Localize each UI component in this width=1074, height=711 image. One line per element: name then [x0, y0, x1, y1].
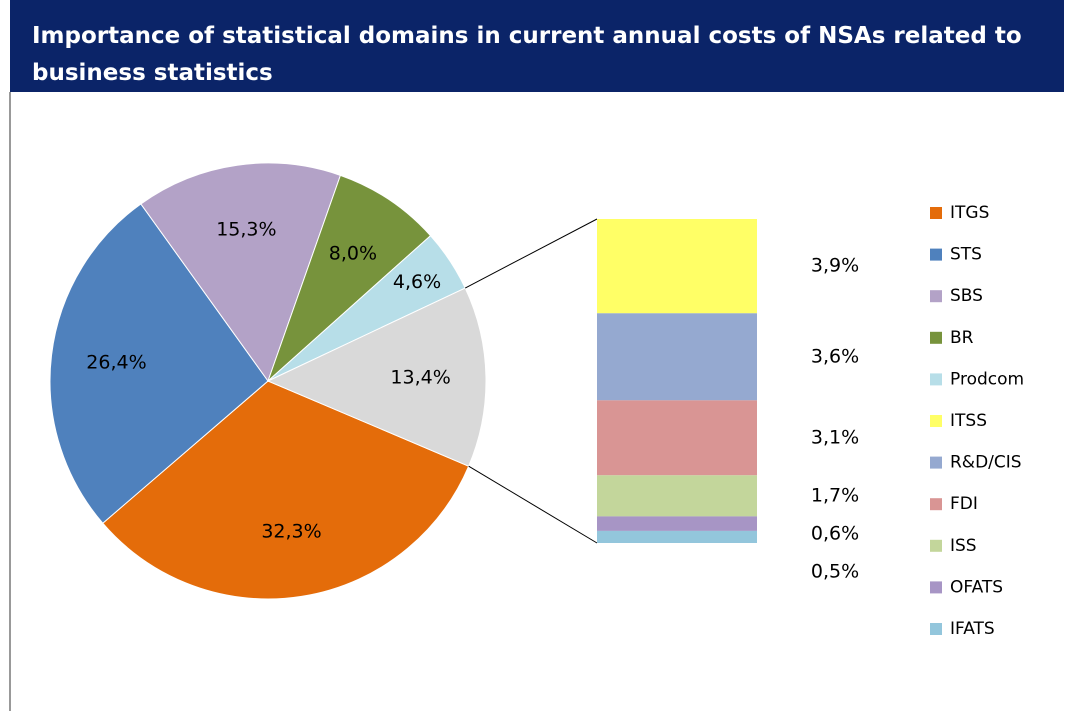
- legend-label: STS: [950, 245, 982, 265]
- slice-label: 8,0%: [329, 243, 377, 265]
- legend-label: OFATS: [950, 577, 1003, 597]
- legend-label: FDI: [950, 494, 978, 514]
- bar-label: 3,9%: [811, 255, 859, 277]
- legend-swatch: [930, 539, 942, 552]
- legend-label: IFATS: [950, 619, 995, 639]
- pie-slice: [267, 174, 432, 382]
- legend-swatch: [930, 498, 942, 511]
- legend-label: Prodcom: [950, 369, 1024, 389]
- legend-label: SBS: [950, 286, 983, 306]
- bar-segment: [597, 530, 757, 543]
- bar-label: 0,6%: [811, 522, 859, 544]
- legend-swatch: [930, 290, 942, 303]
- bar-segment: [597, 475, 757, 517]
- legend-label: BR: [950, 328, 974, 348]
- legend-label: ITGS: [950, 203, 989, 223]
- bar-label: 0,5%: [811, 560, 859, 582]
- legend-swatch: [930, 207, 942, 219]
- legend-swatch: [930, 331, 942, 344]
- legend-swatch: [930, 373, 942, 386]
- legend-swatch: [930, 623, 942, 635]
- bar-label: 3,6%: [811, 345, 859, 367]
- legend-swatch: [930, 456, 942, 469]
- legend-swatch: [930, 415, 942, 427]
- legend-label: ITSS: [950, 411, 987, 431]
- slice-label: 26,4%: [86, 351, 146, 373]
- pie-slice: [49, 203, 269, 524]
- pie-slice: [266, 287, 487, 467]
- connector: [468, 465, 598, 544]
- slice-label: 4,6%: [393, 271, 441, 293]
- slice-label: 15,3%: [216, 218, 276, 240]
- chart-title: Importance of statistical domains in cur…: [10, 0, 1064, 92]
- slice-label: 32,3%: [261, 520, 321, 542]
- bar-segment: [597, 219, 757, 314]
- bar-segment: [597, 313, 757, 401]
- pie-slice: [102, 380, 470, 600]
- legend-swatch: [930, 581, 942, 594]
- bar-label: 3,1%: [811, 426, 859, 448]
- connector: [464, 218, 598, 289]
- bar-label: 1,7%: [811, 484, 859, 506]
- slice-label: 13,4%: [390, 367, 450, 389]
- bar-segment: [597, 516, 757, 531]
- bar-segment: [597, 400, 757, 476]
- legend-label: R&D/CIS: [950, 453, 1022, 473]
- legend-swatch: [930, 248, 942, 261]
- pie-slice: [140, 162, 342, 383]
- legend-label: ISS: [950, 536, 977, 556]
- frame: [9, 92, 11, 711]
